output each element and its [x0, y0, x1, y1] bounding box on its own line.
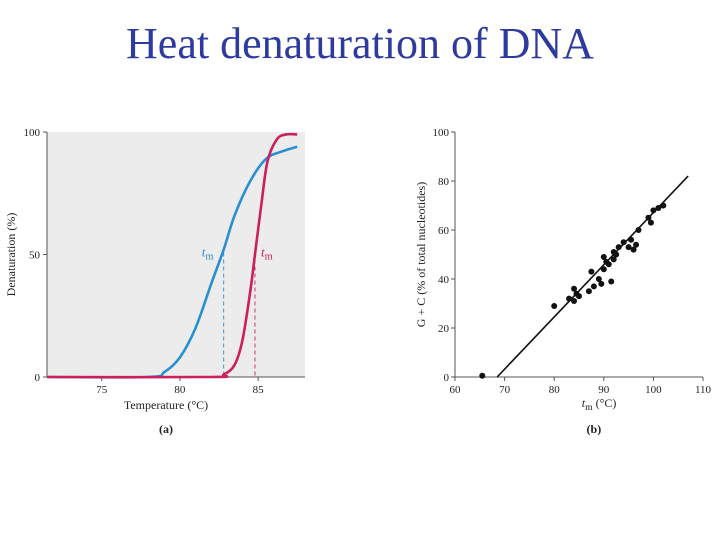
x-tick-label-b: 100: [645, 384, 662, 396]
y-axis-label-a: Denaturation (%): [4, 213, 18, 297]
data-point-b: [610, 249, 617, 256]
data-point-b: [571, 298, 578, 305]
x-tick-label-a: 85: [253, 384, 265, 396]
data-point-b: [590, 283, 597, 290]
tm-label-a-0: tm: [202, 245, 214, 263]
chart-b: 0 20 40 60 80 100 60 70 80 90 100 110 tm (°C) G + C (…: [414, 127, 712, 436]
data-point-b: [600, 253, 607, 260]
page-title: Heat denaturation of DNA: [126, 19, 594, 68]
data-point-b: [610, 256, 617, 263]
y-tick-label-a: 100: [24, 127, 41, 139]
data-point-b: [566, 295, 573, 302]
data-point-b: [585, 288, 592, 295]
y-tick-label-b: 40: [438, 274, 450, 286]
x-axis-label-b: tm (°C): [582, 396, 617, 413]
data-point-b: [551, 302, 558, 309]
tm-label-a-1: tm: [261, 245, 273, 263]
x-tick-label-b: 90: [598, 384, 610, 396]
data-point-b: [595, 276, 602, 282]
data-point-b: [576, 293, 582, 300]
series-line-a-0: [46, 145, 298, 379]
y-tick-label-a: 0: [35, 372, 41, 384]
data-point-b: [645, 214, 652, 221]
data-point-b: [571, 285, 578, 292]
data-point-b: [630, 246, 637, 253]
x-tick-label-a: 75: [96, 384, 108, 396]
chart-a: 0 50 100 75 80 85 Temperature (°C) Denaturation…: [4, 127, 305, 436]
x-axis-label-a: Temperature (°C): [124, 398, 208, 412]
data-point-b: [598, 280, 605, 287]
y-tick-label-b: 0: [444, 372, 450, 384]
data-point-b: [608, 278, 615, 285]
x-tick-label-a: 80: [174, 384, 186, 396]
data-point-b: [635, 227, 642, 233]
panel-label-b: (b): [587, 422, 602, 436]
x-tick-label-b: 60: [450, 384, 462, 396]
y-tick-label-b: 80: [438, 176, 450, 188]
y-axis-label-b: G + C (% of total nucleotides): [414, 182, 428, 327]
data-point-b: [625, 244, 632, 251]
data-point-b: [628, 236, 635, 243]
x-tick-label-b: 80: [549, 384, 561, 396]
y-tick-label-b: 100: [433, 127, 450, 139]
y-tick-label-b: 20: [438, 323, 450, 335]
y-tick-label-b: 60: [438, 225, 450, 237]
data-point-b: [588, 268, 595, 275]
data-point-b: [479, 372, 486, 379]
data-point-b: [615, 244, 622, 251]
x-tick-label-b: 70: [499, 384, 511, 396]
data-point-b: [600, 266, 607, 273]
data-point-b: [605, 261, 612, 268]
data-point-b: [633, 241, 640, 248]
data-point-b: [647, 219, 654, 226]
data-point-b: [650, 207, 657, 214]
data-point-b: [655, 204, 662, 211]
series-line-a-1: [46, 132, 298, 379]
plot-background-a: [47, 132, 305, 377]
data-point-b: [660, 202, 667, 209]
y-tick-label-a: 50: [29, 250, 41, 262]
x-tick-label-b: 110: [695, 384, 712, 396]
panel-label-a: (a): [159, 422, 173, 436]
data-point-b: [620, 239, 627, 246]
